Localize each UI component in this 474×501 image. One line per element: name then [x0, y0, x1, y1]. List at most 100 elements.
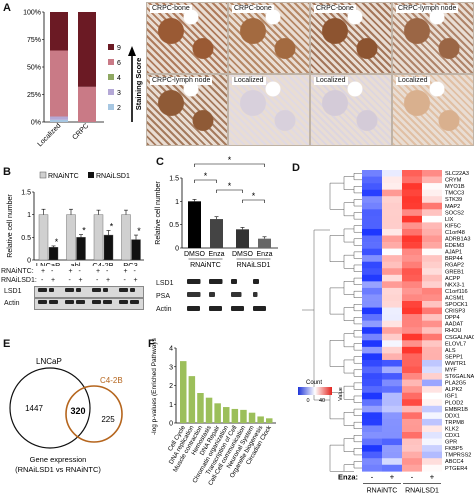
band-lsd1 [187, 279, 201, 284]
heatmap-cell [382, 196, 402, 204]
heatmap-cell [402, 170, 422, 177]
legend-swatch [108, 44, 114, 50]
significance-star: * [228, 156, 232, 165]
heatmap-cell [362, 189, 382, 197]
band-psa [187, 292, 201, 297]
gene-label: TMCC3 [445, 191, 464, 197]
band-lsd1 [38, 288, 47, 292]
x-tick-label: Enza [209, 251, 225, 258]
heatmap-cell [422, 235, 442, 243]
micrograph-caption: Localized [396, 77, 430, 85]
heatmap-cell [422, 320, 442, 328]
heatmap-cell [362, 445, 382, 452]
y-tick-label: 0 [169, 421, 173, 428]
band-actin [130, 300, 139, 304]
heatmap-cell [402, 255, 422, 262]
treatment-sign: + [51, 277, 56, 284]
significance-bracket [216, 189, 243, 193]
y-tick-label: 4 [169, 346, 173, 353]
heatmap-cell [422, 268, 442, 276]
heatmap-cell [422, 432, 442, 439]
heatmap-cell [402, 445, 422, 452]
gene-label: SOCS2 [445, 210, 464, 216]
legend-label: 9 [117, 45, 121, 52]
heatmap-cell [422, 228, 442, 236]
heatmap-cell [422, 359, 442, 367]
legend-swatch-ntc [39, 171, 47, 179]
x-tick-label: CRPC [71, 122, 90, 141]
significance-bracket [194, 179, 217, 183]
heatmap-cell [362, 307, 382, 315]
heatmap-cell [362, 438, 382, 446]
significance-star: * [228, 181, 232, 191]
gene-label: ALPK2 [445, 387, 462, 393]
significance-star: * [204, 171, 208, 181]
heatmap-cell [422, 202, 442, 210]
heatmap-cell [402, 320, 422, 328]
bar [188, 201, 201, 248]
heatmap-cell [382, 202, 402, 210]
heatmap-cell [382, 242, 402, 249]
heatmap-cell [422, 451, 442, 459]
heatmap-cell [402, 438, 422, 446]
bar [240, 409, 247, 423]
band-actin [49, 300, 58, 304]
value-label: Value [338, 387, 344, 401]
significance-bracket [194, 163, 265, 167]
treatment-sign: - [41, 277, 44, 284]
heatmap-cell [402, 307, 422, 315]
gene-label: MYF [445, 368, 457, 374]
heatmap-cell [422, 274, 442, 282]
gene-label: SLC22A3 [445, 171, 469, 177]
significance-star: * [110, 222, 114, 232]
enza-sign: - [371, 472, 374, 481]
bar [131, 239, 141, 261]
heatmap-cell [422, 255, 442, 262]
heatmap-cell [382, 445, 402, 452]
band-actin [38, 300, 47, 304]
heatmap-cell [362, 399, 382, 407]
heatmap-cell [362, 392, 382, 400]
heatmap-cell [422, 366, 442, 374]
panel-c-blot-psa-label: PSA [156, 293, 171, 300]
y-axis-label: Relative cell number [155, 181, 162, 245]
heatmap-cell [402, 333, 422, 341]
micrograph-tile: CRPC-lymph node [392, 2, 474, 74]
heatmap-cell [402, 418, 422, 426]
heatmap-cell [402, 451, 422, 459]
x-tick-label: C4-2B [92, 261, 113, 266]
heatmap-cell [422, 170, 442, 177]
y-tick-label: 0 [175, 246, 179, 253]
color-scale-bar [298, 387, 332, 395]
heatmap-cell [382, 359, 402, 367]
gene-label: ELOVL7 [445, 341, 466, 347]
heatmap-cell [422, 176, 442, 184]
micrograph-caption: CRPC-bone [232, 5, 274, 13]
band-lsd1 [231, 279, 237, 284]
y-tick-label: 1.5 [169, 176, 179, 183]
heatmap-cell [422, 333, 442, 341]
band-psa [209, 292, 215, 297]
heatmap-cell [382, 235, 402, 243]
heatmap-cell [402, 189, 422, 197]
micrograph-caption: CRPC-bone [150, 5, 192, 13]
heatmap-cell [362, 432, 382, 439]
venn-count-overlap: 320 [70, 406, 85, 416]
gene-label: RGAP2 [445, 263, 464, 269]
heatmap-cell [422, 386, 442, 393]
legend-swatch [108, 74, 114, 80]
heatmap-cell [402, 353, 422, 361]
heatmap-cell [422, 425, 442, 433]
heatmap-cell [382, 268, 402, 276]
gene-label: AJAP1 [445, 250, 462, 256]
x-tick-label: abl [70, 261, 80, 266]
significance-star: * [82, 226, 86, 236]
treatment-sign: + [68, 268, 73, 275]
heatmap-cell [362, 458, 382, 466]
heatmap-cell [402, 314, 422, 321]
panel-a-label: A [3, 2, 11, 14]
heatmap-cell [362, 183, 382, 190]
treatment-sign: + [133, 277, 138, 284]
venn-caption: Gene expression [30, 455, 87, 464]
heatmap-cell [362, 373, 382, 380]
